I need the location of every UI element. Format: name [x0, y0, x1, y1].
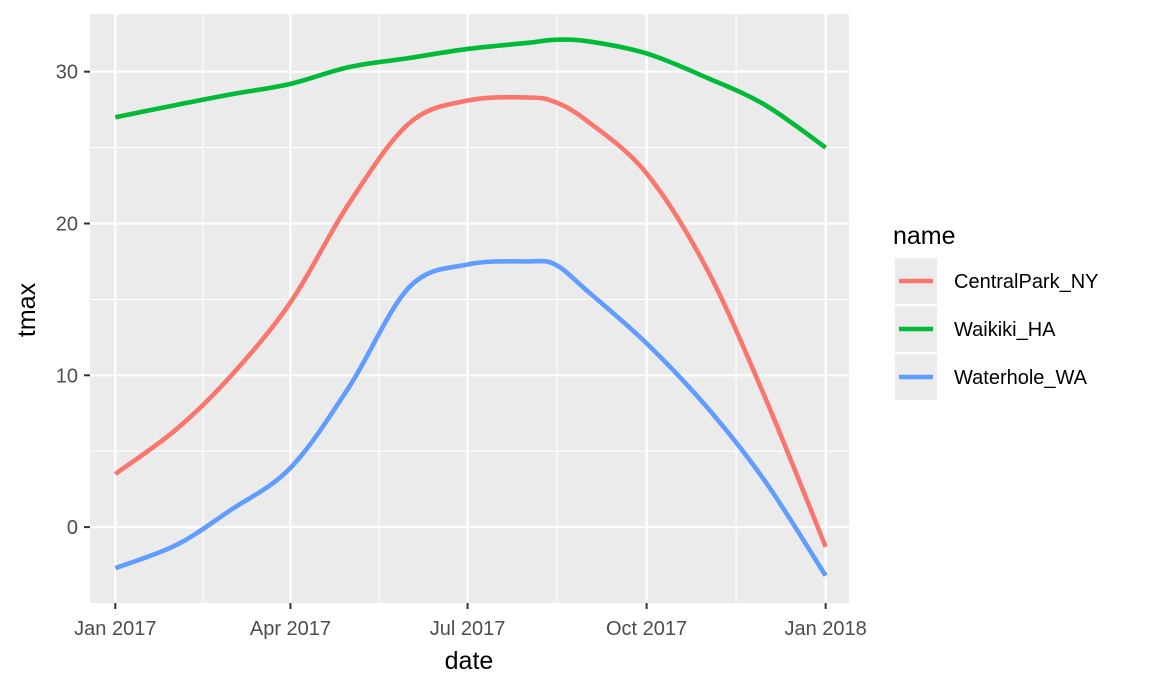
legend: name CentralPark_NY Waikiki_HA Waterhole_W… — [893, 222, 1099, 400]
x-tick-label: Oct 2017 — [606, 618, 687, 640]
y-tick-label: 0 — [67, 517, 78, 539]
x-axis: Jan 2017 Apr 2017 Jul 2017 Oct 2017 Jan 2018 — [74, 603, 867, 640]
y-axis-title: tmax — [13, 282, 41, 337]
legend-title: name — [893, 222, 956, 250]
y-tick-label: 30 — [56, 62, 78, 84]
major-grid — [90, 14, 849, 603]
legend-label: CentralPark_NY — [954, 271, 1099, 293]
series-line-waterhole-wa — [114, 258, 828, 577]
series-line-waikiki-ha — [114, 37, 827, 150]
legend-label: Waikiki_HA — [954, 319, 1056, 341]
x-tick-label: Jan 2017 — [74, 618, 156, 640]
y-tick-label: 10 — [56, 365, 78, 387]
x-tick-label: Jan 2018 — [784, 618, 866, 640]
x-tick-label: Apr 2017 — [250, 618, 331, 640]
series-lines — [113, 37, 828, 577]
panel-background — [90, 14, 849, 603]
y-tick-label: 20 — [56, 213, 78, 235]
x-tick-label: Jul 2017 — [430, 618, 506, 640]
series-line-centralpark-ny — [113, 94, 828, 548]
legend-label: Waterhole_WA — [954, 367, 1088, 389]
x-axis-title: date — [445, 647, 494, 675]
y-axis: 0 10 20 30 — [56, 62, 90, 539]
